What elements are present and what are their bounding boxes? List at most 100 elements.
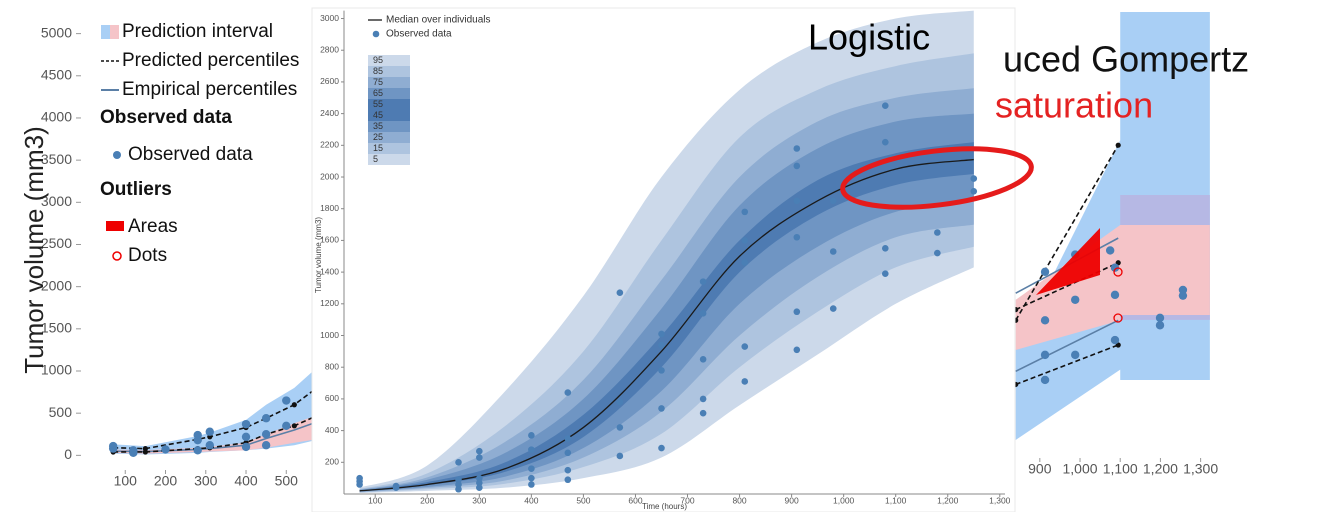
- predicted-percentile-dot: [1015, 307, 1019, 313]
- observed-point: [616, 452, 624, 460]
- observed-point: [699, 395, 707, 403]
- x-tick-label: 300: [472, 495, 486, 505]
- observed-point: [616, 289, 624, 297]
- observed-point: [476, 474, 483, 482]
- predicted-percentile: [1015, 262, 1119, 311]
- y-tick-label: 200: [325, 457, 339, 467]
- x-tick-label: 1,000: [833, 495, 855, 505]
- observed-point: [1040, 350, 1050, 360]
- legend-swatch: [110, 25, 119, 39]
- y-axis-label: Tumor volume (mm3): [314, 217, 323, 293]
- y-tick-label: 2600: [320, 76, 339, 86]
- observed-point: [241, 432, 251, 441]
- observed-point: [1110, 335, 1120, 345]
- y-tick-label: 3000: [320, 13, 339, 23]
- observed-point: [1178, 285, 1188, 295]
- observed-point: [476, 447, 483, 455]
- y-tick-label: 1400: [320, 266, 339, 276]
- legend-label: Observed data: [386, 29, 452, 40]
- observed-point: [934, 229, 941, 236]
- legend-swatch: [368, 143, 410, 154]
- observed-point: [1105, 246, 1115, 255]
- highlight-ellipse: [840, 146, 1034, 210]
- observed-point: [455, 476, 462, 484]
- observed-point: [881, 270, 889, 277]
- legend-swatch: [368, 88, 410, 99]
- observed-point: [699, 278, 707, 285]
- legend-label: 35: [373, 121, 383, 131]
- legend-swatch: [368, 99, 410, 110]
- observed-point: [161, 445, 170, 454]
- predicted-percentile-dot: [142, 449, 148, 455]
- observed-point: [699, 310, 707, 317]
- observed-point: [881, 102, 889, 109]
- legend-label: 65: [373, 88, 383, 98]
- x-tick-label: 900: [1028, 461, 1052, 477]
- legend-swatch: [368, 55, 410, 66]
- legend-label: Observed data: [128, 144, 253, 165]
- outlier-dot: [1113, 313, 1123, 323]
- predicted-percentile-dot: [1015, 317, 1019, 323]
- legend-label: 85: [373, 66, 383, 76]
- legend-label: 95: [373, 55, 383, 65]
- observed-point: [528, 465, 535, 472]
- observed-point: [658, 405, 665, 412]
- legend-label: 15: [373, 143, 383, 153]
- observed-point: [564, 435, 572, 442]
- observed-point: [108, 444, 118, 453]
- legend-header: Observed data: [100, 107, 232, 128]
- legend-label: Prediction interval: [122, 21, 273, 42]
- observed-point: [241, 419, 251, 429]
- observed-point: [658, 367, 665, 374]
- y-tick-label: 800: [325, 361, 339, 371]
- legend-label: 55: [373, 99, 383, 109]
- observed-point: [261, 414, 271, 423]
- observed-point: [1070, 295, 1080, 304]
- chart-title: uced Gompertz: [1003, 39, 1249, 80]
- legend-swatch: [101, 25, 110, 39]
- observed-point: [528, 432, 535, 439]
- observed-point: [1155, 321, 1165, 330]
- plot-area: [1015, 12, 1210, 440]
- x-tick-label: 200: [420, 495, 434, 505]
- observed-point: [564, 389, 572, 396]
- legend-swatch: [113, 151, 121, 159]
- observed-point: [881, 245, 889, 252]
- observed-point: [528, 481, 535, 488]
- observed-point: [205, 441, 214, 450]
- observed-point: [1110, 263, 1120, 272]
- center-chart: 200 400 600 800 1000 1200 1400 1600 1800 2000 2200…: [311, 7, 1016, 512]
- legend-box: [95, 8, 312, 276]
- legend-label: 25: [373, 132, 383, 142]
- observed-point: [793, 145, 801, 152]
- observed-point: [392, 484, 400, 491]
- y-tick-label: 2400: [320, 108, 339, 118]
- observed-point: [476, 479, 483, 487]
- x-tick-label: 200: [154, 473, 178, 489]
- observed-point: [528, 446, 535, 453]
- observed-point: [356, 481, 363, 488]
- observed-point: [1040, 267, 1050, 277]
- left-chart: 0 500 1000 1500 2000 2500 3000 3500 4000 4500 5000…: [19, 8, 312, 489]
- prediction-interval: [1015, 224, 1210, 350]
- y-tick-label: 1800: [320, 203, 339, 213]
- observed-point: [741, 237, 749, 244]
- predicted-percentile-dot: [291, 423, 297, 429]
- observed-point: [1178, 291, 1188, 300]
- observed-point: [564, 466, 572, 474]
- y-tick-label: 2200: [320, 140, 339, 150]
- predicted-percentile: [1015, 144, 1119, 321]
- observed-point: [658, 341, 665, 349]
- plot-area: [108, 371, 312, 458]
- x-tick-label: 1,200: [1143, 461, 1178, 477]
- observed-point: [793, 346, 801, 354]
- x-tick-label: 400: [524, 495, 538, 505]
- legend-swatch: [368, 77, 410, 88]
- observed-point: [455, 485, 462, 493]
- legend-swatch: [368, 154, 410, 165]
- observed-point: [282, 396, 291, 405]
- x-tick-label: 500: [576, 495, 590, 505]
- observed-point: [261, 430, 271, 439]
- observed-point: [241, 442, 251, 452]
